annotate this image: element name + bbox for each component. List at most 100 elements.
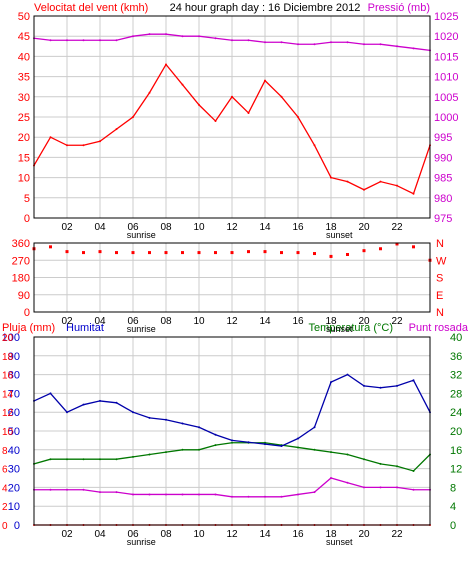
direction-y-tick-180: 180 [12, 273, 30, 285]
direction-point-5 [115, 251, 118, 255]
dewpoint-series-point-12 [231, 495, 233, 498]
temp-y-tick-32: 32 [450, 370, 462, 382]
wind-speed-series-point-4 [99, 140, 101, 143]
humidity-series-point-1 [49, 392, 52, 395]
dewpoint-series-point-17 [313, 491, 316, 494]
direction-point-4 [98, 250, 102, 254]
pressure-series-point-19 [346, 41, 349, 44]
wind-y-tick-35: 35 [18, 72, 30, 84]
temp-y-tick-24: 24 [450, 407, 462, 419]
pressure-y-tick-995: 995 [434, 132, 452, 144]
temperature-series-point-10 [198, 448, 200, 451]
wind-speed-series-point-14 [264, 79, 266, 82]
thermo-x-tick-06: 06 [127, 529, 139, 540]
temperature-series-point-11 [214, 444, 217, 447]
humidity-series-point-8 [165, 418, 167, 421]
direction-point-7 [148, 251, 151, 255]
direction-y-tick-360: 360 [12, 238, 30, 250]
humidity-y-tick-20: 20 [8, 482, 20, 494]
dewpoint-series-point-8 [165, 493, 167, 496]
direction-point-2 [65, 250, 69, 254]
direction-x-tick-02: 02 [61, 316, 73, 327]
wind-speed-series-point-2 [66, 144, 68, 147]
humidity-series-point-17 [313, 426, 316, 429]
temperature-series-point-20 [363, 458, 365, 461]
rain-y-tick-1: 2 [2, 502, 8, 513]
pressure-y-tick-1010: 1010 [434, 72, 458, 84]
wind-speed-series-point-16 [297, 116, 299, 118]
dewpoint-series-point-10 [198, 493, 200, 496]
wind-speed-series-point-9 [181, 83, 184, 86]
dewpoint-series-point-16 [297, 493, 299, 496]
dewpoint-series-point-11 [214, 493, 217, 496]
pressure-series-point-10 [198, 35, 200, 38]
rain-y-tick-3: 6 [2, 465, 8, 476]
temperature-series-point-22 [396, 465, 398, 468]
direction-x-tick-20: 20 [358, 316, 370, 327]
wind-sunset-label: sunset [326, 230, 353, 240]
dewpoint-series-point-4 [99, 491, 101, 494]
direction-compass-3: E [436, 290, 443, 302]
temperature-axis-title: Temperatura (°C) [309, 322, 393, 334]
direction-y-tick-0: 0 [24, 307, 30, 319]
humidity-series-point-2 [66, 411, 68, 414]
humidity-series-point-10 [198, 426, 200, 429]
direction-point-6 [131, 251, 135, 255]
temperature-series-point-12 [231, 441, 233, 444]
temp-y-tick-0: 0 [450, 520, 456, 532]
dewpoint-series-point-23 [412, 488, 415, 491]
humidity-series-point-16 [297, 437, 299, 440]
pressure-series-point-14 [264, 41, 266, 44]
thermo-x-tick-02: 02 [61, 529, 73, 540]
humidity-series-point-12 [231, 439, 233, 442]
wind-axis-title: Velocitat del vent (kmh) [34, 2, 148, 14]
wind-speed-series-point-15 [280, 95, 283, 98]
direction-x-tick-10: 10 [193, 316, 205, 327]
pressure-series-point-17 [313, 43, 316, 46]
wind-y-tick-40: 40 [18, 51, 30, 63]
wind-speed-series-point-17 [313, 144, 316, 147]
temp-y-tick-36: 36 [450, 351, 462, 363]
humidity-series-point-5 [115, 401, 118, 404]
humidity-y-tick-90: 90 [8, 351, 20, 363]
thermo-sunrise-label: sunrise [127, 537, 156, 547]
thermo-x-tick-10: 10 [193, 529, 205, 540]
temp-y-tick-40: 40 [450, 332, 462, 344]
temp-y-tick-20: 20 [450, 426, 462, 438]
humidity-series-point-14 [264, 443, 266, 446]
humidity-series-point-6 [132, 411, 134, 414]
thermo-x-tick-08: 08 [160, 529, 172, 540]
direction-point-23 [412, 245, 415, 249]
temperature-series-point-17 [313, 448, 316, 451]
temp-y-tick-28: 28 [450, 388, 462, 400]
pressure-y-tick-975: 975 [434, 213, 452, 225]
temperature-series-point-23 [412, 469, 415, 472]
pressure-y-tick-985: 985 [434, 173, 452, 185]
wind-speed-series-point-19 [346, 180, 349, 183]
direction-sunrise-label: sunrise [127, 324, 156, 334]
humidity-series-point-19 [346, 373, 349, 376]
wind-sunrise-label: sunrise [127, 230, 156, 240]
humidity-y-tick-40: 40 [8, 445, 20, 457]
temperature-series-point-3 [82, 458, 85, 461]
dewpoint-axis-title: Punt rosada [409, 322, 469, 334]
wind-speed-series-point-23 [412, 192, 415, 195]
humidity-series-point-13 [247, 441, 250, 444]
wind-y-tick-10: 10 [18, 173, 30, 185]
dewpoint-series-point-18 [330, 477, 332, 479]
rain-y-tick-0: 0 [2, 521, 8, 532]
direction-point-14 [263, 250, 267, 254]
wind-y-tick-30: 30 [18, 92, 30, 104]
humidity-series-point-4 [99, 399, 101, 402]
wind-x-tick-06: 06 [127, 222, 139, 233]
rain-y-tick-4: 8 [2, 446, 8, 457]
direction-x-tick-22: 22 [391, 316, 403, 327]
pressure-y-tick-1000: 1000 [434, 112, 458, 124]
wind-y-tick-50: 50 [18, 11, 30, 23]
thermo-x-tick-04: 04 [94, 529, 106, 540]
temperature-series-point-21 [379, 462, 382, 465]
direction-point-19 [346, 253, 349, 256]
direction-point-15 [280, 251, 283, 255]
humidity-series-point-23 [412, 379, 415, 382]
